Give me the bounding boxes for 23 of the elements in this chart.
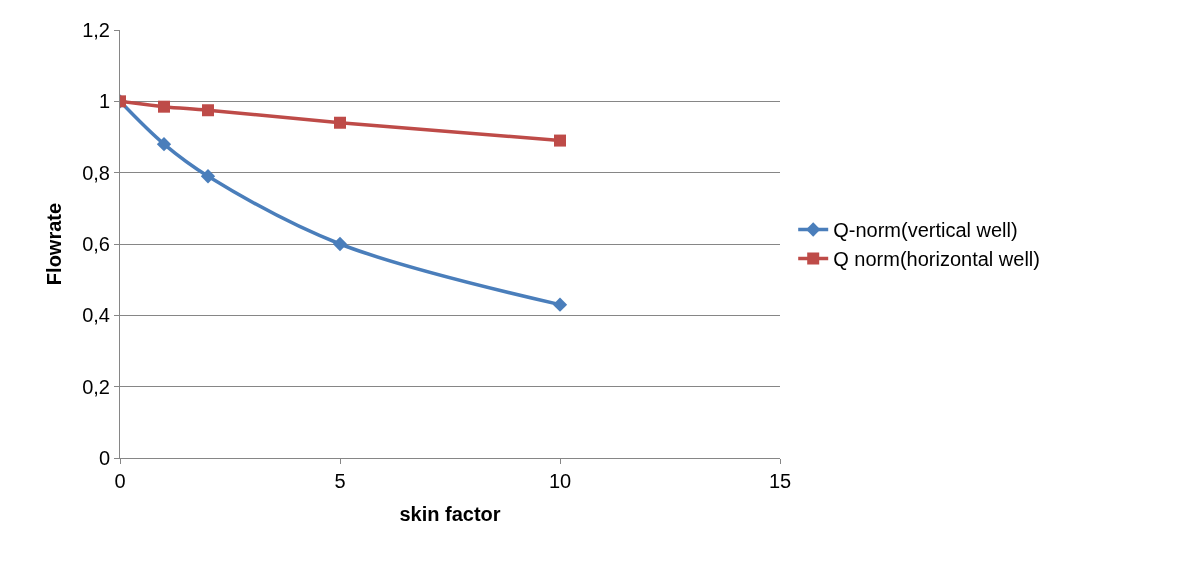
- y-axis-title: Flowrate: [42, 202, 65, 286]
- point: [554, 134, 566, 147]
- point: [332, 236, 348, 252]
- y-tick-label: 0,8: [82, 161, 110, 184]
- x-tick-label: 15: [768, 470, 792, 492]
- y-tick-label: 0: [98, 447, 110, 469]
- legend-label: Q-norm(vertical well): [833, 219, 1018, 242]
- y-tick-label: 0,6: [82, 233, 110, 255]
- point: [202, 104, 214, 117]
- y-tick-label: 0,4: [82, 304, 110, 327]
- x-tick-label: 10: [548, 470, 572, 492]
- point: [158, 100, 170, 113]
- y-tick-label: 1,2: [82, 19, 110, 41]
- legend-label: Q norm(horizontal well): [833, 248, 1040, 271]
- x-axis-title: skin factor: [399, 502, 501, 525]
- y-tick-label: 0,2: [82, 375, 110, 398]
- x-tick-label: 5: [334, 470, 346, 492]
- y-tick-label: 1: [98, 90, 110, 113]
- x-tick-label: 0: [114, 470, 126, 492]
- point: [552, 297, 568, 312]
- point: [156, 136, 172, 152]
- point: [334, 116, 346, 129]
- point: [200, 169, 216, 184]
